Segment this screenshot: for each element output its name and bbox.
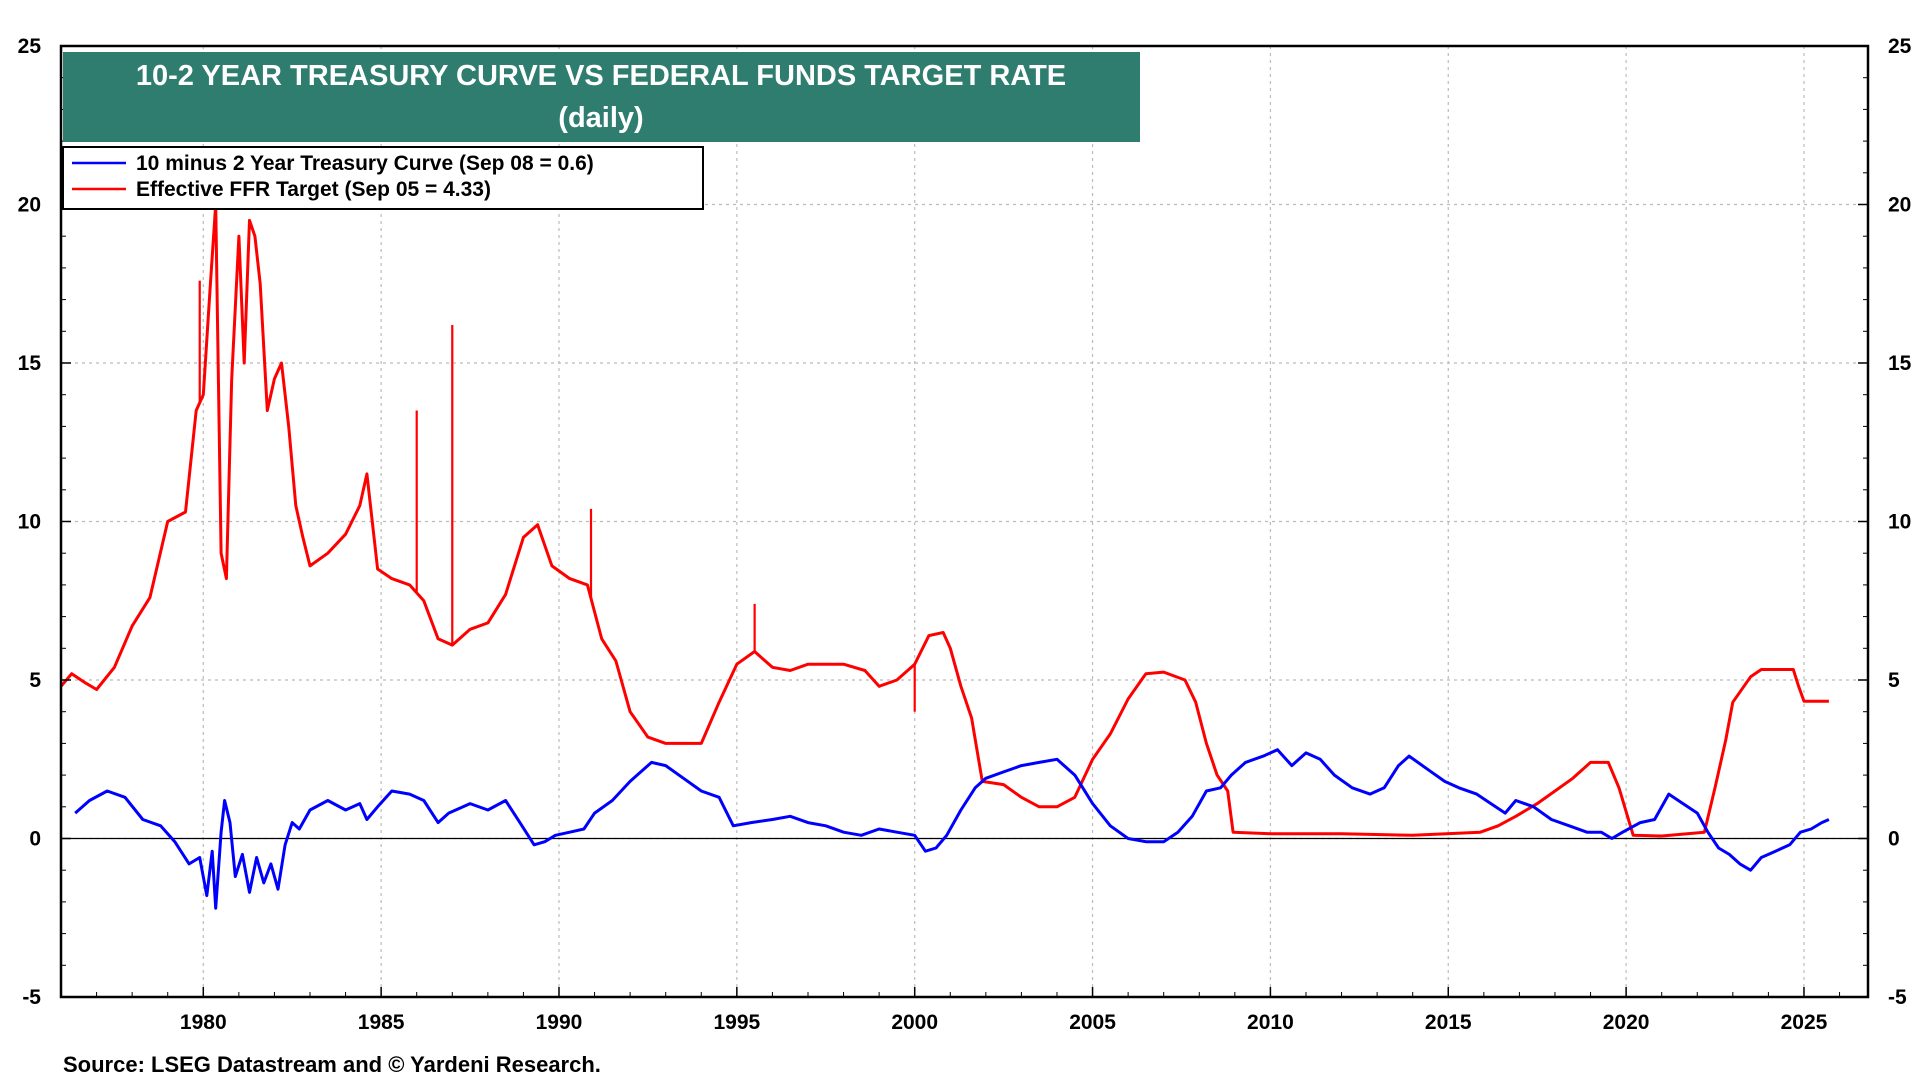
y-tick-label-left-15: 15 bbox=[18, 352, 42, 375]
x-tick-label-2000: 2000 bbox=[891, 1011, 938, 1034]
y-tick-label-left-0: 0 bbox=[29, 828, 41, 851]
x-tick-label-1985: 1985 bbox=[358, 1011, 405, 1034]
axis-ticks: 1980 1985 1990 1995 2000 2005 2010 2015 2020 2025… bbox=[18, 35, 1912, 1034]
x-tick-label-1995: 1995 bbox=[713, 1011, 760, 1034]
y-tick-label-left-25: 25 bbox=[18, 35, 42, 58]
source-note: Source: LSEG Datastream and © Yardeni Re… bbox=[63, 1052, 601, 1077]
x-tick-label-2005: 2005 bbox=[1069, 1011, 1116, 1034]
y-tick-label-right-15: 15 bbox=[1888, 352, 1912, 375]
y-tick-label-right-5: 5 bbox=[1888, 669, 1900, 692]
legend-label-ffr: Effective FFR Target (Sep 05 = 4.33) bbox=[136, 178, 491, 201]
y-tick-label-right--5: -5 bbox=[1888, 986, 1907, 1009]
x-tick-label-2020: 2020 bbox=[1603, 1011, 1650, 1034]
y-tick-label-left-5: 5 bbox=[29, 669, 41, 692]
y-tick-label-right-20: 20 bbox=[1888, 194, 1911, 217]
chart-subtitle: (daily) bbox=[558, 102, 643, 134]
title-box: 10-2 YEAR TREASURY CURVE VS FEDERAL FUND… bbox=[63, 52, 1140, 142]
y-tick-label-right-25: 25 bbox=[1888, 35, 1912, 58]
series-layer bbox=[59, 203, 1830, 910]
y-tick-label-right-10: 10 bbox=[1888, 511, 1911, 534]
x-tick-label-2015: 2015 bbox=[1425, 1011, 1472, 1034]
y-tick-label-left-10: 10 bbox=[18, 511, 41, 534]
x-tick-label-1990: 1990 bbox=[536, 1011, 583, 1034]
series-line-1 bbox=[59, 203, 1829, 838]
legend-label-curve: 10 minus 2 Year Treasury Curve (Sep 08 =… bbox=[136, 152, 594, 175]
chart-title: 10-2 YEAR TREASURY CURVE VS FEDERAL FUND… bbox=[136, 60, 1066, 92]
x-tick-label-2010: 2010 bbox=[1247, 1011, 1294, 1034]
legend: 10 minus 2 Year Treasury Curve (Sep 08 =… bbox=[62, 146, 704, 210]
series-line-0 bbox=[74, 748, 1830, 910]
y-tick-label-left-20: 20 bbox=[18, 194, 41, 217]
y-tick-label-left--5: -5 bbox=[22, 986, 41, 1009]
x-tick-label-1980: 1980 bbox=[180, 1011, 227, 1034]
x-tick-label-2025: 2025 bbox=[1781, 1011, 1828, 1034]
y-tick-label-right-0: 0 bbox=[1888, 828, 1900, 851]
